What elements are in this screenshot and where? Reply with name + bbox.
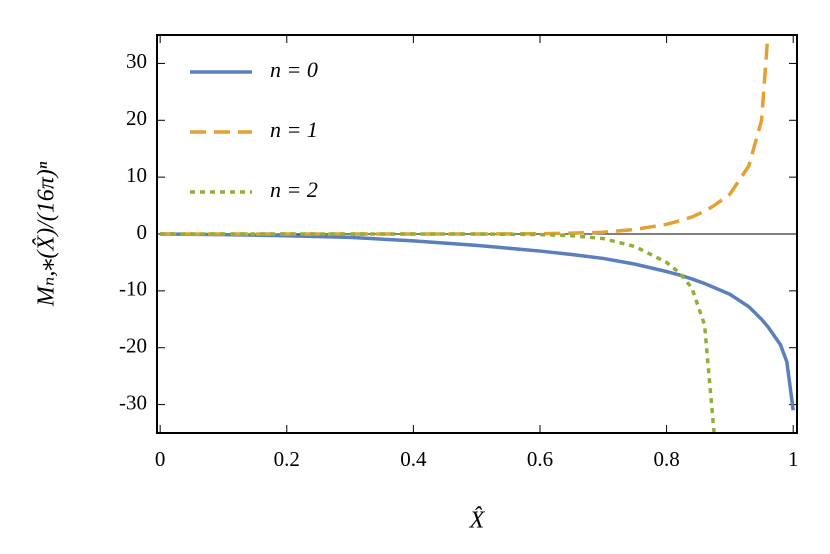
x-tick-label: 0.6	[527, 447, 553, 471]
series-line	[160, 232, 716, 433]
legend-label: n = 1	[270, 117, 318, 142]
y-tick-label: -30	[119, 390, 147, 414]
x-tick-label: 1	[788, 447, 799, 471]
y-tick-label: 30	[126, 49, 147, 73]
series-line	[160, 35, 770, 236]
x-tick-label: 0.2	[274, 447, 300, 471]
legend-label: n = 0	[270, 57, 318, 82]
x-tick-label: 0.4	[400, 447, 427, 471]
y-tick-label: 20	[126, 106, 147, 130]
legend-label: n = 2	[270, 177, 318, 202]
x-tick-label: 0	[155, 447, 166, 471]
y-axis-label: Mₙ,⁎(X̂)/(16π)ⁿ	[33, 161, 60, 307]
x-axis-label: X̂	[469, 507, 486, 534]
y-tick-label: 0	[137, 220, 148, 244]
y-tick-label: -10	[119, 277, 147, 301]
plot-frame	[156, 34, 798, 434]
plot-area	[160, 35, 795, 433]
y-tick-label: -20	[119, 334, 147, 358]
series-line	[160, 232, 795, 411]
x-tick-label: 0.8	[653, 447, 679, 471]
y-tick-label: 10	[126, 163, 147, 187]
